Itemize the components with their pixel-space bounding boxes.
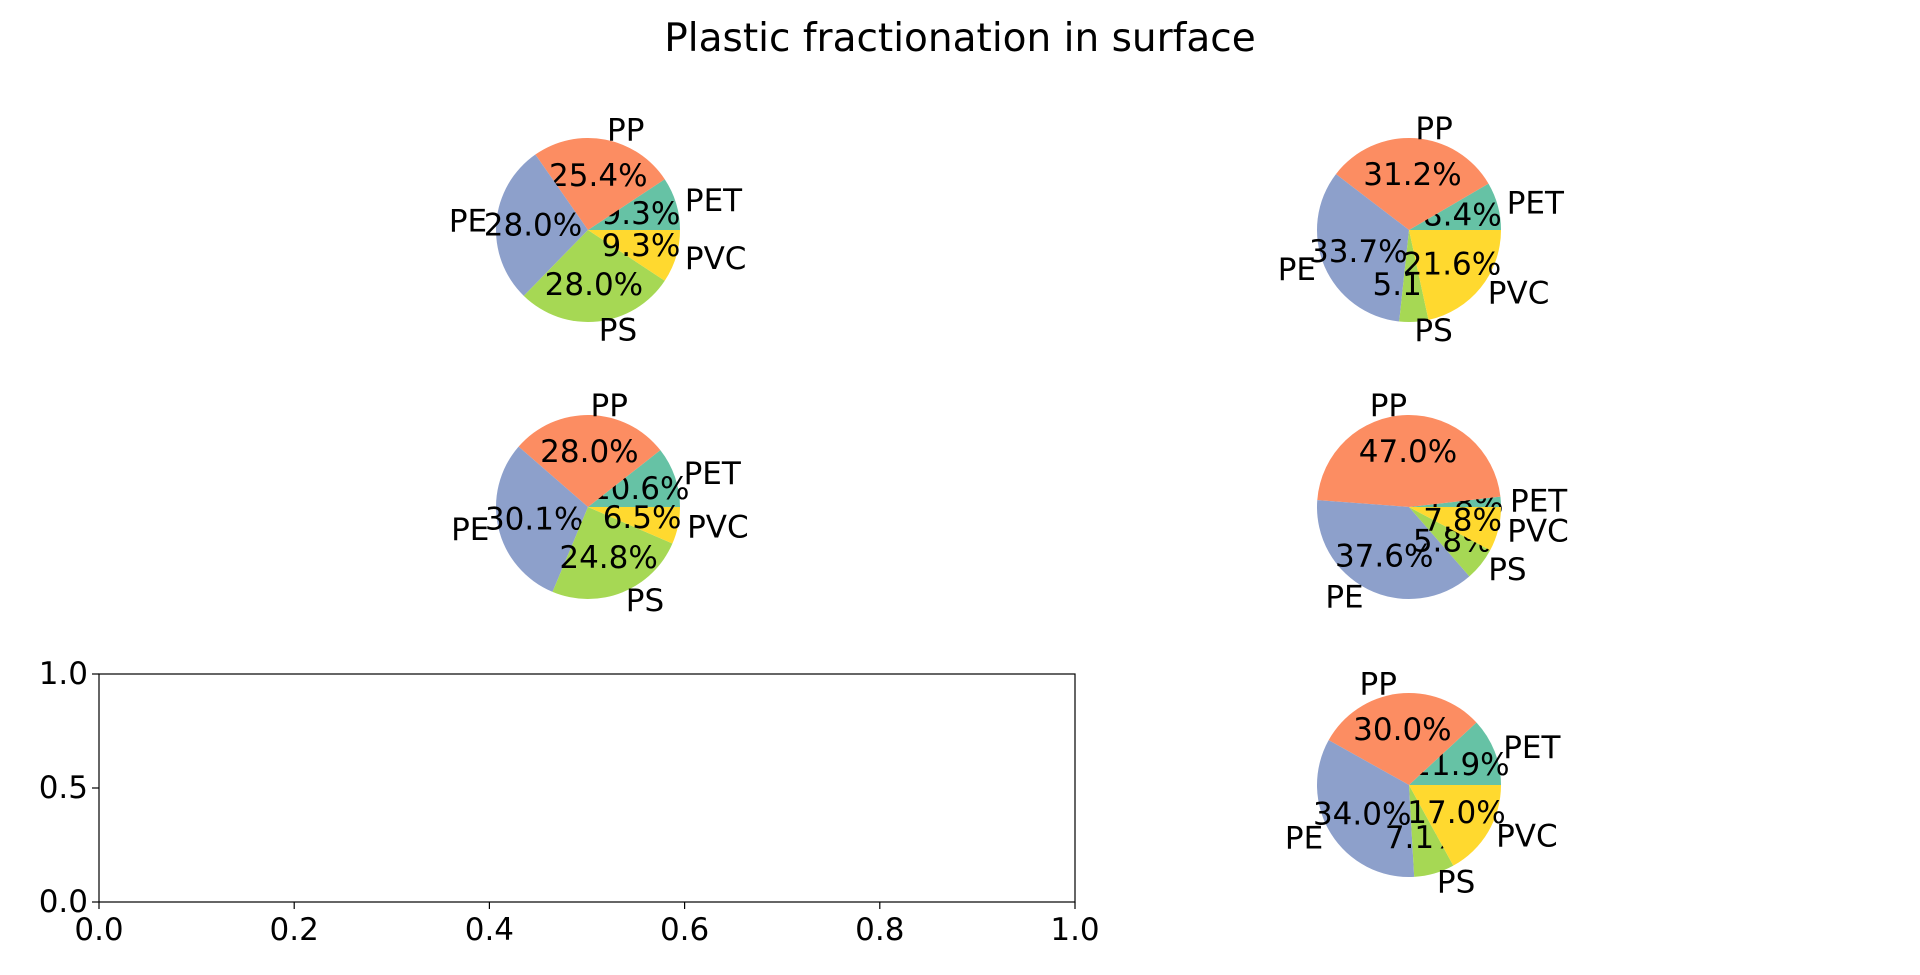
slice-label-ps: PS [1437, 864, 1475, 900]
slice-label-pvc: PVC [687, 510, 749, 546]
slice-label-pp: PP [1360, 667, 1397, 703]
pie-slice-pp [535, 137, 665, 230]
slice-percent-pe: 34.0% [1313, 796, 1411, 832]
x-tick-label: 0.0 [74, 912, 123, 948]
slice-percent-pp: 31.2% [1363, 157, 1461, 193]
y-tick-label: 0.0 [39, 884, 88, 920]
pie-slice-pet [1409, 496, 1501, 507]
pie-slice-pp [1328, 692, 1477, 785]
slice-label-pp: PP [591, 388, 628, 424]
pie-slice-pp [1317, 415, 1501, 507]
pie-slice-pvc [1409, 507, 1501, 551]
slice-percent-pvc: 7.8% [1423, 502, 1502, 538]
slice-percent-ps: 24.8% [559, 540, 657, 576]
y-tick-label: 0.5 [39, 770, 88, 806]
pie-slice-pet [1409, 183, 1501, 230]
pie-slice-pvc [1409, 230, 1501, 320]
slice-label-pp: PP [607, 113, 644, 149]
y-tick-label: 1.0 [39, 656, 88, 692]
slice-label-ps: PS [599, 313, 637, 349]
slice-percent-pp: 25.4% [549, 158, 647, 194]
slice-label-pe: PE [1278, 252, 1316, 288]
slice-percent-pvc: 9.3% [602, 228, 681, 264]
slice-label-ps: PS [626, 583, 664, 619]
pie-slice-pet [588, 450, 680, 507]
slice-label-pp: PP [1370, 388, 1407, 424]
pie-slice-pe [1316, 174, 1409, 322]
slice-percent-pvc: 17.0% [1407, 795, 1505, 831]
pie-slice-pe [1316, 500, 1470, 600]
pie-slice-pp [518, 414, 661, 507]
slice-label-pet: PET [1507, 186, 1565, 222]
x-tick-label: 0.6 [660, 912, 709, 948]
pie-slice-pvc [588, 230, 680, 281]
slice-label-pe: PE [1325, 580, 1363, 616]
slice-percent-pvc: 6.5% [603, 500, 682, 536]
slice-label-pvc: PVC [1507, 514, 1569, 550]
x-tick-label: 0.8 [855, 912, 904, 948]
figure-title: Plastic fractionation in surface [664, 16, 1255, 61]
subplots: PET9.3%PP25.4%PE28.0%PS28.0%PVC9.3%PET8.… [39, 111, 1569, 948]
x-tick-label: 1.0 [1050, 912, 1099, 948]
pie-slice-ps [1409, 507, 1491, 577]
slice-percent-pp: 28.0% [540, 434, 638, 470]
slice-label-ps: PS [1488, 552, 1526, 588]
pie-slice-pe [495, 154, 588, 296]
pie-slice-pe [1317, 740, 1415, 877]
slice-label-pvc: PVC [1496, 819, 1558, 855]
slice-percent-pe: 33.7% [1309, 234, 1407, 270]
slice-label-pet: PET [1503, 730, 1561, 766]
slice-label-pvc: PVC [1488, 276, 1550, 312]
slice-percent-pvc: 21.6% [1403, 247, 1501, 283]
x-tick-label: 0.2 [270, 912, 319, 948]
slice-percent-pe: 37.6% [1335, 538, 1433, 574]
slice-label-pe: PE [449, 204, 487, 240]
pie-slice-pp [1335, 137, 1489, 230]
slice-label-pe: PE [1285, 821, 1323, 857]
slice-label-pet: PET [685, 183, 743, 219]
x-tick-label: 0.4 [465, 912, 514, 948]
slice-percent-pp: 30.0% [1353, 712, 1451, 748]
slice-label-pp: PP [1415, 111, 1452, 147]
slice-percent-pp: 47.0% [1359, 434, 1457, 470]
pie-slice-ps [1399, 230, 1429, 323]
slice-percent-pe: 28.0% [484, 208, 582, 244]
slice-label-ps: PS [1414, 313, 1452, 349]
slice-label-pvc: PVC [685, 241, 747, 277]
pie-slice-pet [588, 179, 680, 230]
pie-slice-ps [523, 230, 665, 323]
pie-slice-pvc [588, 507, 680, 544]
slice-label-pet: PET [1510, 483, 1568, 519]
slice-label-pe: PE [451, 512, 489, 548]
slice-percent-pe: 30.1% [485, 502, 583, 538]
pie-slice-pet [1409, 722, 1501, 785]
slice-label-pet: PET [684, 456, 742, 492]
pie-slice-ps [1409, 785, 1454, 877]
slice-percent-ps: 28.0% [545, 267, 643, 303]
pie-slice-pe [495, 446, 588, 592]
pie-slice-pvc [1409, 785, 1501, 866]
empty-axes: 0.0 0.2 0.4 0.6 0.8 1.0 0.0 0.5 1.0 [39, 656, 1100, 948]
pie-slice-ps [552, 507, 673, 600]
